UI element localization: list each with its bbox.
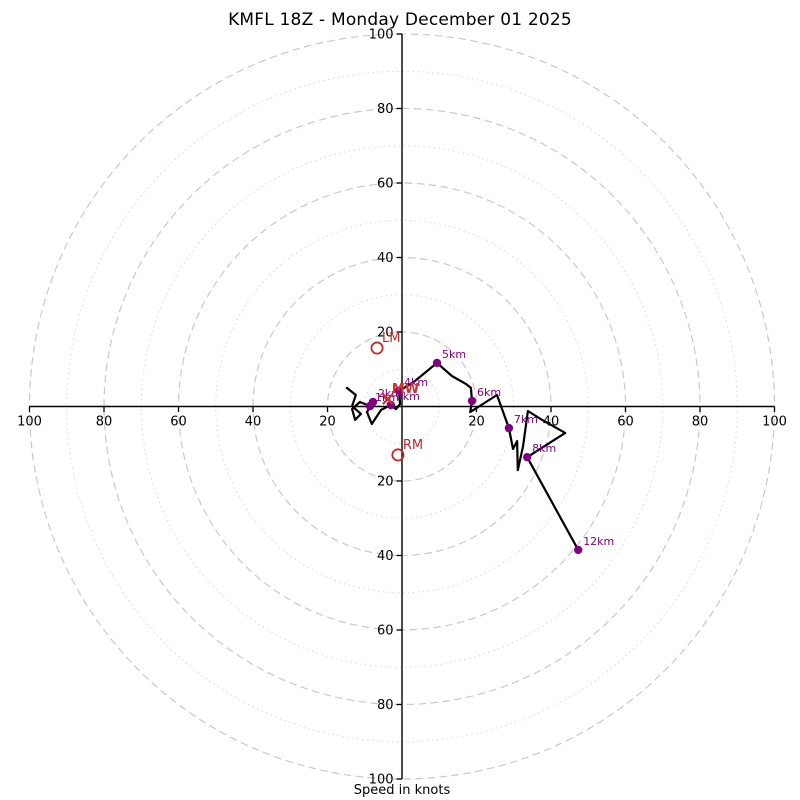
level-label-5km: 5km bbox=[442, 348, 466, 361]
level-dot-4km bbox=[394, 386, 404, 396]
axis-tick-label: 60 bbox=[617, 415, 634, 430]
level-label-6km: 6km bbox=[477, 386, 501, 399]
axis-tick-label: 20 bbox=[468, 415, 485, 430]
axis-tick-label: 100 bbox=[369, 773, 394, 788]
mean-wind-label: MW bbox=[392, 382, 419, 397]
storm-marker-rm-label: RM bbox=[403, 438, 423, 453]
x-axis-label: Speed in knots bbox=[353, 783, 451, 798]
axis-tick-label: 80 bbox=[377, 102, 394, 117]
storm-marker-lm-label: LM bbox=[382, 331, 400, 346]
mean-wind-x-icon bbox=[382, 393, 394, 405]
axis-tick-label: 20 bbox=[377, 326, 394, 341]
chart-title: KMFL 18Z - Monday December 01 2025 bbox=[228, 10, 572, 30]
axis-tick-label: 20 bbox=[319, 415, 336, 430]
level-label-4km: 4km bbox=[404, 376, 428, 389]
level-dot-2km bbox=[368, 397, 378, 407]
level-label-8km: 8km bbox=[532, 442, 556, 455]
level-dot-12km bbox=[573, 545, 583, 555]
level-dot-7km bbox=[504, 423, 514, 433]
axis-tick-label: 80 bbox=[96, 415, 113, 430]
axis-tick-label: 40 bbox=[377, 549, 394, 564]
axis-tick-label: 60 bbox=[377, 177, 394, 192]
axis-tick-label: 60 bbox=[377, 624, 394, 639]
storm-marker-rm-icon bbox=[391, 448, 405, 462]
axis-tick-label: 80 bbox=[692, 415, 709, 430]
level-dot-8km bbox=[522, 452, 532, 462]
axis-tick-label: 60 bbox=[170, 415, 187, 430]
storm-marker-lm-icon bbox=[370, 341, 384, 355]
axis-tick-label: 100 bbox=[17, 415, 42, 430]
axis-tick-label: 40 bbox=[543, 415, 560, 430]
level-label-12km: 12km bbox=[583, 535, 614, 548]
axis-tick-label: 100 bbox=[762, 415, 787, 430]
level-label-7km: 7km bbox=[514, 413, 538, 426]
wind-trace bbox=[345, 361, 580, 552]
level-dot-5km bbox=[432, 358, 442, 368]
level-dot-6km bbox=[467, 396, 477, 406]
axis-tick-label: 100 bbox=[369, 28, 394, 43]
axis-tick-label: 40 bbox=[245, 415, 262, 430]
axis-tick-label: 80 bbox=[377, 698, 394, 713]
axis-tick-label: 40 bbox=[377, 251, 394, 266]
axis-tick-label: 20 bbox=[377, 475, 394, 490]
